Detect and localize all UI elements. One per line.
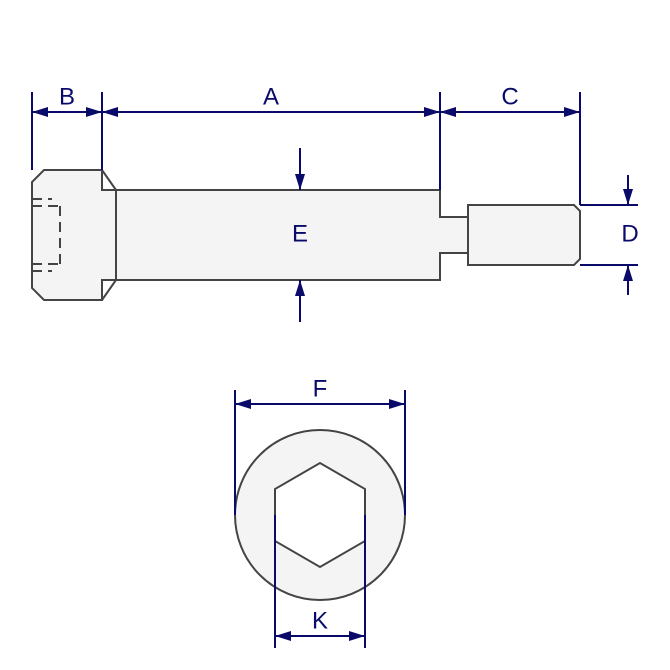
dim-E-label: E <box>292 220 308 247</box>
dim-A-label: A <box>263 83 279 110</box>
dim-F-label: F <box>313 375 328 402</box>
chamfer-line <box>102 170 116 190</box>
dim-C-label: C <box>501 83 518 110</box>
dim-K-label: K <box>312 607 328 634</box>
chamfer-line <box>102 280 116 300</box>
dim-D-label: D <box>621 220 638 247</box>
dim-B-label: B <box>59 83 75 110</box>
